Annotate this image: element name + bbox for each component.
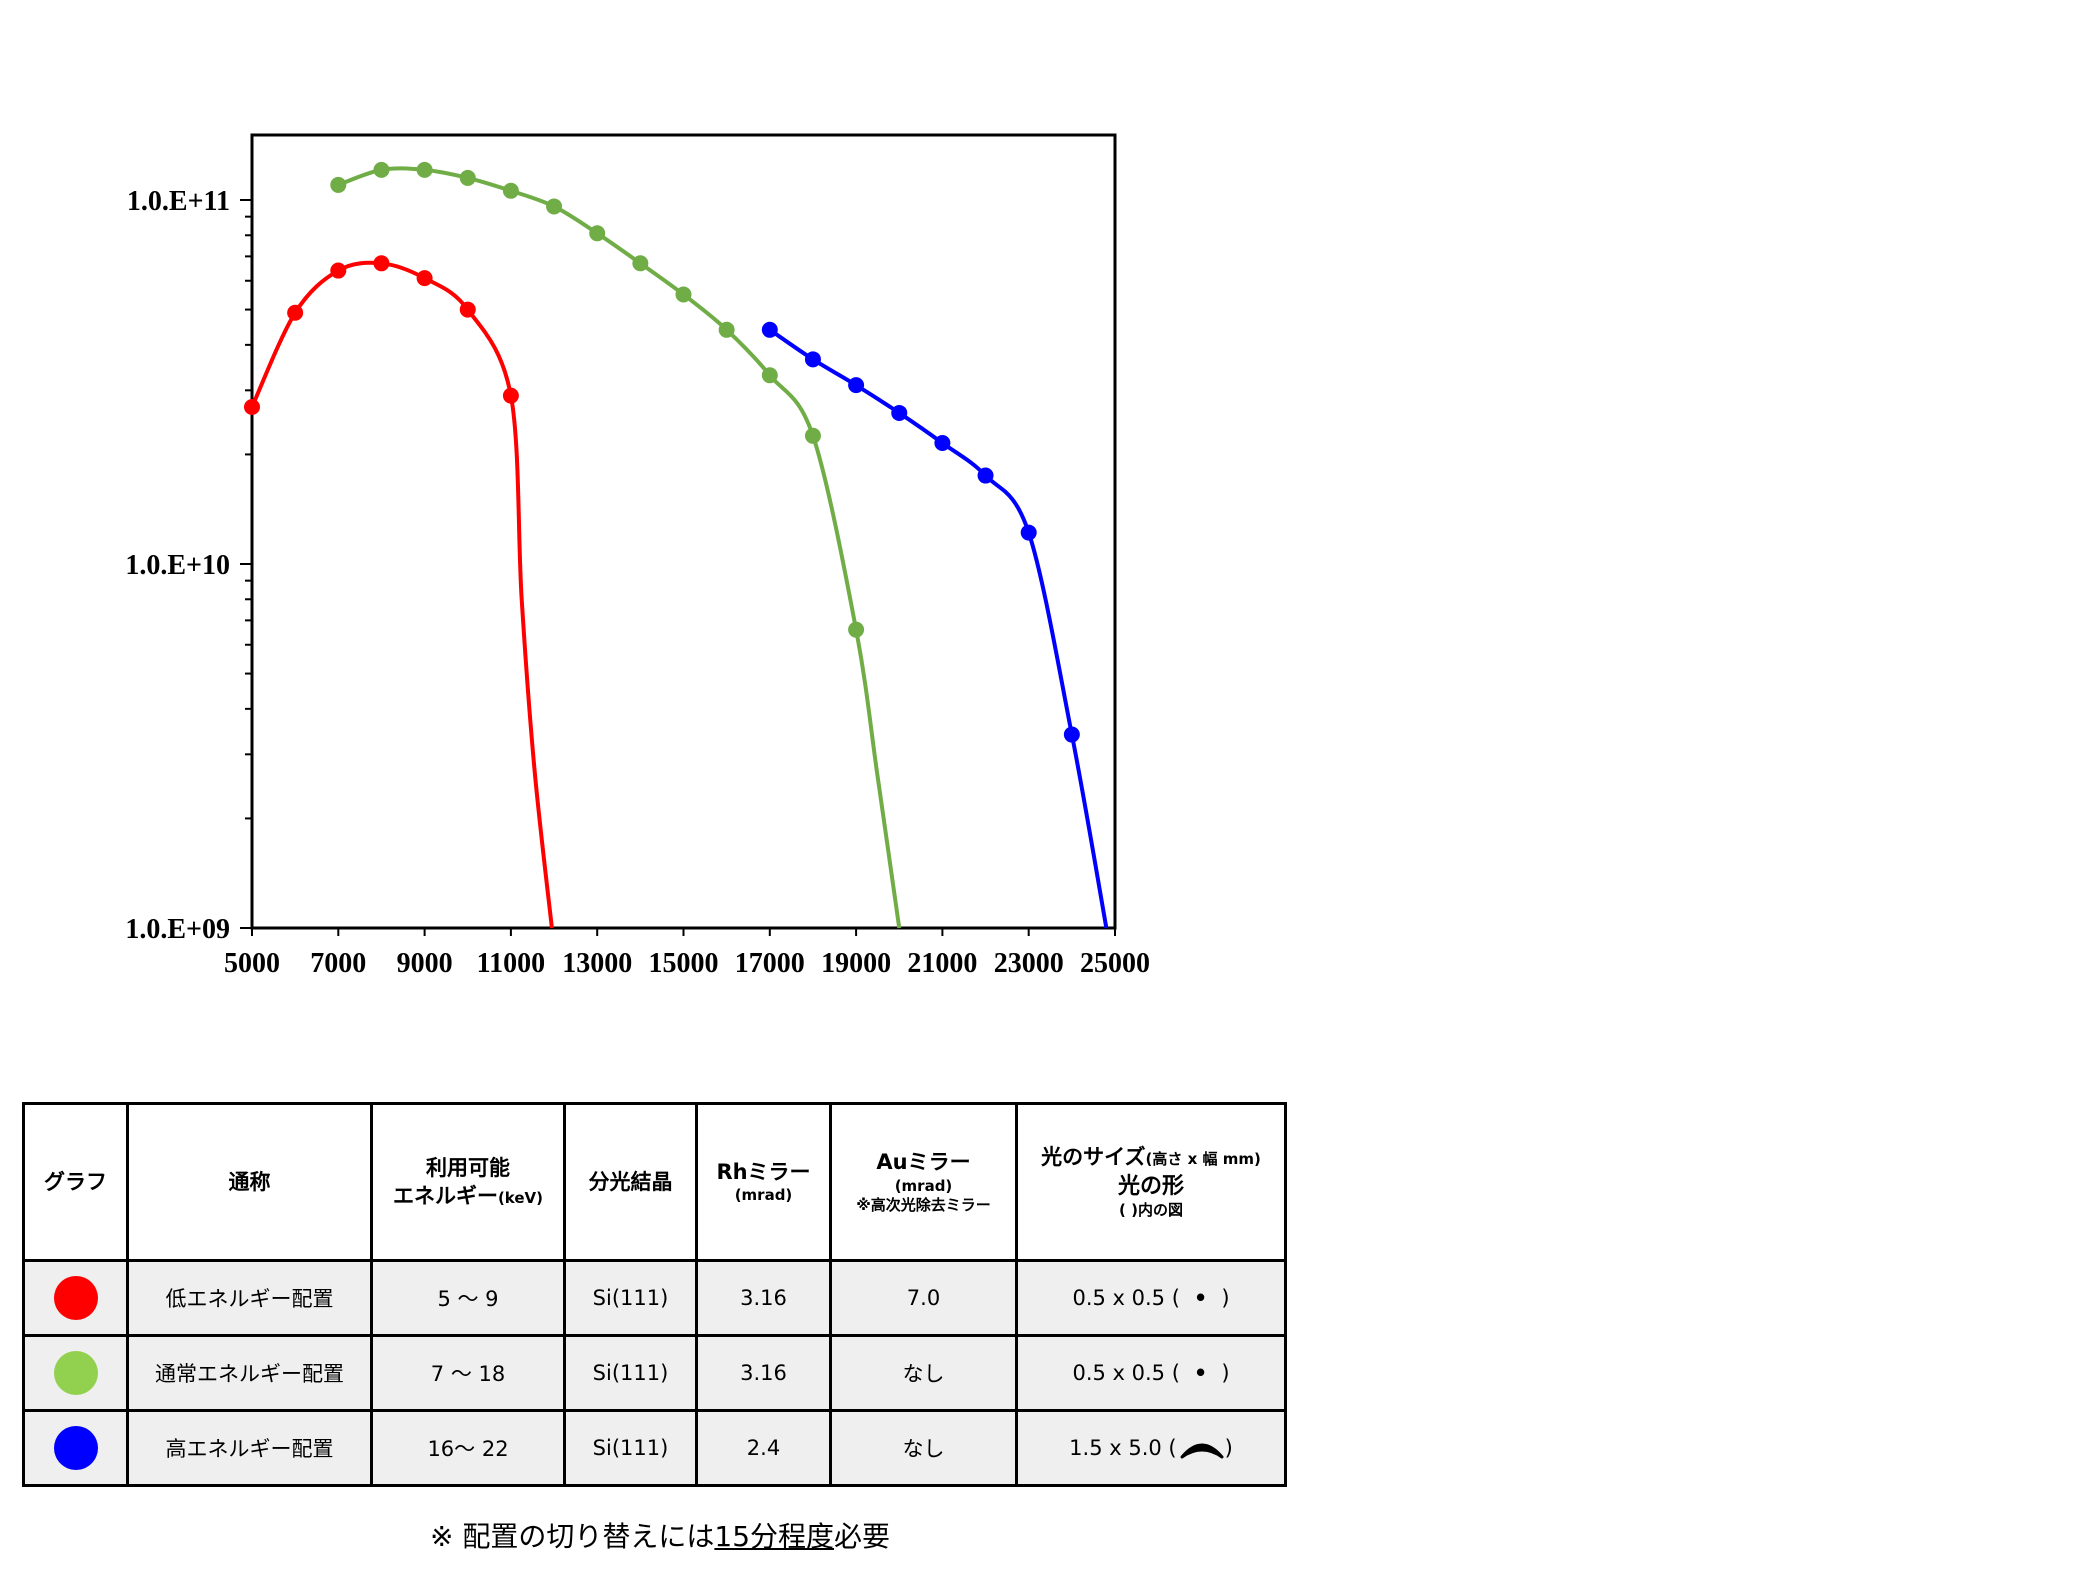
data-point [804,351,821,368]
dot-shape-icon: • [1193,1286,1208,1310]
crystal-cell: Si(111) [563,1334,698,1412]
rh-cell: 3.16 [695,1259,832,1337]
header-crystal: 分光結晶 [563,1102,698,1262]
plot-area-frame [250,133,1117,930]
data-point [891,404,908,421]
x-tick-label: 11000 [477,948,545,979]
au-cell: なし [829,1409,1018,1487]
series-line-0 [250,260,554,929]
x-tick-label: 23000 [994,948,1064,979]
data-point [416,161,433,178]
name-cell: 通常エネルギー配置 [126,1334,373,1412]
size-cell: 0.5 x 0.5 (•) [1015,1259,1287,1337]
x-tick-label: 19000 [821,948,891,979]
data-point [675,286,692,303]
header-au-mirror: Auミラー (mrad) ※高次光除去ミラー [829,1102,1018,1262]
data-point [761,367,778,384]
energy-cell: 16～ 22 [370,1409,566,1487]
size-cell: 1.5 x 5.0 () [1015,1409,1287,1487]
y-tick-label: 1.0.E+10 [125,550,230,581]
data-point [244,398,260,415]
rh-cell: 3.16 [695,1334,832,1412]
data-point [330,262,347,279]
x-tick-label: 13000 [562,948,632,979]
graph-cell [22,1334,129,1412]
data-point [373,161,390,178]
x-tick-label: 25000 [1080,948,1150,979]
series-line-2 [768,328,1109,929]
table-row: 通常エネルギー配置 7 ～ 18 Si(111) 3.16 なし 0.5 x 0… [22,1334,1287,1412]
y-tick-label: 1.0.E+09 [125,914,230,945]
x-tick-label: 21000 [907,948,977,979]
data-point [761,321,778,338]
data-point [804,427,821,444]
data-point [502,387,519,404]
data-point [848,377,865,394]
data-point [546,198,563,215]
au-cell: なし [829,1334,1018,1412]
dot-shape-icon: • [1193,1361,1208,1385]
data-point [848,621,865,638]
header-graph: グラフ [22,1102,129,1262]
data-point [632,255,649,272]
data-point [1020,524,1037,541]
configuration-table: グラフ 通称 利用可能 エネルギー(keV) 分光結晶 Rhミラー (mrad)… [22,1102,1287,1487]
data-point [459,169,476,186]
x-tick-label: 7000 [310,948,366,979]
energy-cell: 5 ～ 9 [370,1259,566,1337]
rh-cell: 2.4 [695,1409,832,1487]
data-point [1063,726,1080,743]
au-cell: 7.0 [829,1259,1018,1337]
header-rh-mirror: Rhミラー (mrad) [695,1102,832,1262]
x-tick-label: 17000 [735,948,805,979]
data-point [373,255,390,272]
crystal-cell: Si(111) [563,1259,698,1337]
data-point [330,176,347,193]
x-tick-label: 9000 [397,948,453,979]
legend-dot-green [53,1351,98,1395]
footnote: ※ 配置の切り替えには15分程度必要 [430,1520,891,1553]
data-point [459,301,476,318]
data-point [718,321,735,338]
arc-shape-icon [1180,1443,1224,1458]
energy-cell: 7 ～ 18 [370,1334,566,1412]
table-row: 高エネルギー配置 16～ 22 Si(111) 2.4 なし 1.5 x 5.0… [22,1409,1287,1487]
data-point [416,270,433,287]
data-point [977,467,994,484]
table-header-row: グラフ 通称 利用可能 エネルギー(keV) 分光結晶 Rhミラー (mrad)… [22,1102,1287,1262]
data-point [502,182,519,199]
crystal-cell: Si(111) [563,1409,698,1487]
x-tick-label: 15000 [649,948,719,979]
header-energy: 利用可能 エネルギー(keV) [370,1102,566,1262]
legend-dot-red [53,1276,98,1320]
graph-cell [22,1259,129,1337]
data-point [934,434,951,451]
size-cell: 0.5 x 0.5 (•) [1015,1334,1287,1412]
data-point [287,304,304,321]
legend-dot-blue [53,1426,98,1470]
table-row: 低エネルギー配置 5 ～ 9 Si(111) 3.16 7.0 0.5 x 0.… [22,1259,1287,1337]
header-beam-size: 光のサイズ(高さ x 幅 mm) 光の形 ( )内の図 [1015,1102,1287,1262]
flux-chart: 5000 7000 9000 11000 13000 15000 17000 19000 210… [125,133,1150,979]
x-tick-label: 5000 [224,948,280,979]
header-name: 通称 [126,1102,373,1262]
data-point [589,225,606,242]
y-tick-label: 1.0.E+11 [127,186,230,217]
name-cell: 高エネルギー配置 [126,1409,373,1487]
graph-cell [22,1409,129,1487]
name-cell: 低エネルギー配置 [126,1259,373,1337]
